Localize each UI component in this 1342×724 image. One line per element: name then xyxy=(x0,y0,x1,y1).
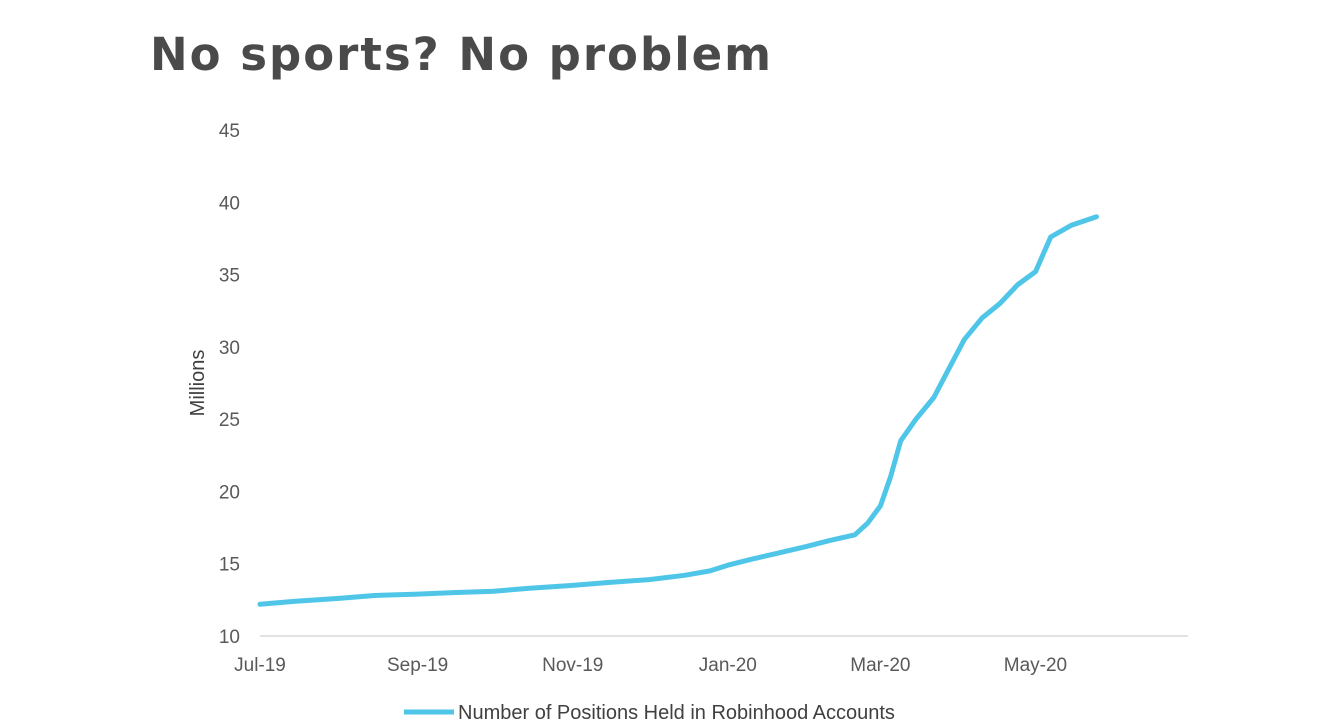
y-tick-label: 35 xyxy=(219,266,240,287)
x-tick-label: Jul-19 xyxy=(234,655,286,676)
legend-label: Number of Positions Held in Robinhood Ac… xyxy=(458,702,895,724)
series-line xyxy=(257,214,1099,607)
y-tick-label: 20 xyxy=(219,482,240,503)
x-tick-label: Mar-20 xyxy=(850,655,910,676)
x-tick-label: May-20 xyxy=(1004,655,1067,676)
x-tick-label: Nov-19 xyxy=(542,655,603,676)
x-tick-label: Jan-20 xyxy=(699,655,757,676)
x-tick-labels: Jul-19 Sep-19 Nov-19 Jan-20 Mar-20 May-20 xyxy=(234,655,1067,676)
y-tick-labels: 10 15 20 25 30 35 40 45 xyxy=(219,121,240,648)
y-tick-label: 15 xyxy=(219,555,240,576)
y-axis-label: Millions xyxy=(187,350,209,417)
legend: Number of Positions Held in Robinhood Ac… xyxy=(404,702,895,724)
y-tick-label: 45 xyxy=(219,121,240,142)
series-lines xyxy=(257,214,1099,607)
y-tick-label: 40 xyxy=(219,193,240,214)
y-tick-label: 30 xyxy=(219,338,240,359)
page-title: No sports? No problem xyxy=(150,28,774,81)
x-tick-label: Sep-19 xyxy=(387,655,448,676)
y-tick-label: 10 xyxy=(219,627,240,648)
y-tick-label: 25 xyxy=(219,410,240,431)
